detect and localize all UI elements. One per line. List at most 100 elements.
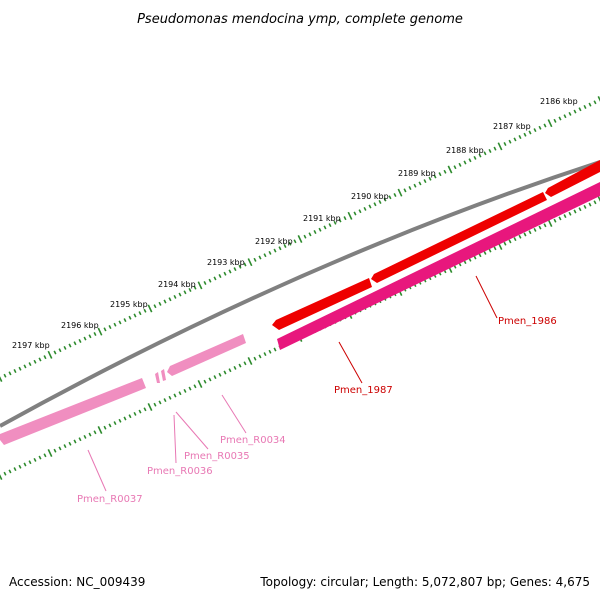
minor-tick [563,114,567,119]
gene-feature-pmen-1987[interactable] [277,182,600,350]
minor-tick [183,290,187,295]
minor-tick [253,356,257,361]
tick-labels: 2186 kbp 2187 kbp 2188 kbp 2189 kbp 2190… [12,97,578,350]
minor-tick [108,423,112,428]
minor-tick [73,341,77,346]
minor-tick [73,439,77,444]
minor-tick [388,195,392,200]
major-tick [447,165,453,174]
minor-tick [83,336,87,341]
minor-tick [538,225,542,230]
minor-tick [8,469,12,474]
gene-feature-pmen-1986-part3[interactable] [545,160,600,197]
minor-tick [78,338,82,343]
minor-tick [558,116,562,121]
tick-label: 2186 kbp [540,97,578,106]
minor-tick [53,350,57,355]
minor-tick [523,232,527,237]
minor-tick [568,111,572,116]
minor-tick [63,345,67,350]
minor-tick [268,250,272,255]
minor-tick [328,223,332,228]
major-tick [97,426,103,434]
minor-tick [558,216,562,221]
minor-tick [543,223,547,228]
minor-tick [468,158,472,163]
minor-tick [133,411,137,416]
minor-tick [233,267,237,272]
leader-line-pmen-r0035 [175,411,209,450]
gene-feature-pmen-r0037[interactable] [0,378,146,445]
minor-tick [18,464,22,469]
minor-tick [243,262,247,267]
major-tick [547,119,553,128]
minor-tick [508,139,512,144]
leader-line-pmen-1986 [475,275,498,319]
minor-tick [118,320,122,325]
minor-tick [143,308,147,313]
minor-tick [378,199,382,204]
minor-tick [113,322,117,327]
minor-tick [123,416,127,421]
minor-tick [108,325,112,330]
minor-tick [418,181,422,186]
minor-tick [178,391,182,396]
minor-tick [318,227,322,232]
minor-tick [193,285,197,290]
tick-label: 2189 kbp [398,169,436,178]
minor-tick [493,146,497,151]
minor-tick [283,243,287,248]
gene-feature-pmen-1986[interactable] [272,278,372,330]
minor-tick [353,211,357,216]
minor-tick [63,444,67,449]
minor-tick [573,109,577,114]
outer-tick-ring [0,96,600,382]
minor-tick [163,398,167,403]
minor-tick [528,230,532,235]
minor-tick [168,395,172,400]
major-tick [0,376,3,382]
major-tick [597,96,600,102]
minor-tick [218,274,222,279]
minor-tick [173,294,177,299]
tick-label: 2195 kbp [110,300,148,309]
minor-tick [223,271,227,276]
minor-tick [238,363,242,368]
minor-tick [393,193,397,197]
minor-tick [163,299,167,304]
tick-label: 2193 kbp [207,258,245,267]
minor-tick [13,369,17,374]
minor-tick [188,287,192,292]
minor-tick [303,234,307,239]
minor-tick [268,349,272,354]
minor-tick [543,123,547,128]
minor-tick [533,227,537,232]
gene-feature-pmen-r0034[interactable] [167,334,246,376]
minor-tick [183,388,187,393]
minor-tick [588,202,592,207]
gene-label-pmen-r0037: Pmen_R0037 [77,494,143,505]
major-tick [147,403,153,411]
minor-tick [203,379,207,384]
minor-tick [343,216,347,221]
tick-label: 2187 kbp [493,122,531,131]
minor-tick [258,255,262,260]
gene-feature-pmen-1986-part2[interactable] [371,192,547,283]
minor-tick [3,471,7,476]
gene-feature-pmen-r0035[interactable] [161,369,166,381]
minor-tick [88,334,92,339]
leader-line-pmen-r0034 [221,394,247,434]
map-title: Pseudomonas mendocina ymp, complete geno… [137,12,463,27]
minor-tick [453,165,457,170]
minor-tick [203,281,207,285]
leader-line-pmen-r0036 [173,414,177,464]
minor-tick [3,373,7,378]
minor-tick [143,407,147,412]
minor-tick [533,128,537,133]
minor-tick [428,176,432,181]
gene-feature-pmen-r0036[interactable] [155,372,160,383]
major-tick [247,258,253,267]
minor-tick [593,200,597,205]
minor-tick [258,354,262,359]
minor-tick [68,343,72,348]
